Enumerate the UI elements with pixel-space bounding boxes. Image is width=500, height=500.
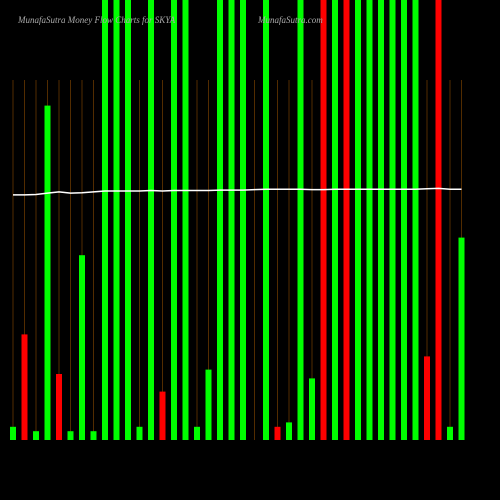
bar	[424, 356, 430, 440]
bar	[263, 0, 269, 440]
bar	[90, 431, 97, 440]
chart-subtitle: MunafaSutra.com	[257, 15, 323, 25]
bar	[228, 0, 235, 440]
bar	[458, 237, 465, 440]
bar	[355, 0, 361, 440]
bar	[102, 0, 108, 440]
bar	[21, 334, 28, 440]
bar	[389, 0, 396, 440]
bar	[56, 374, 62, 440]
bar	[240, 0, 246, 440]
plot	[10, 0, 465, 440]
bar	[33, 431, 39, 440]
bar	[125, 0, 131, 440]
bar	[435, 0, 442, 440]
bar	[194, 426, 200, 440]
bar	[44, 105, 51, 440]
bar	[366, 0, 373, 440]
bar	[447, 426, 453, 440]
bar	[159, 391, 166, 440]
bar	[297, 0, 304, 440]
bar	[378, 0, 384, 440]
bar	[182, 0, 189, 440]
bar	[79, 255, 85, 440]
bar	[286, 422, 292, 440]
bar	[148, 0, 154, 440]
bar	[401, 0, 407, 440]
bar	[309, 378, 315, 440]
bar	[412, 0, 419, 440]
bar	[332, 0, 338, 440]
bar	[320, 0, 327, 440]
bar	[10, 426, 16, 440]
bar	[205, 369, 212, 440]
money-flow-line	[13, 187, 462, 196]
bar	[67, 431, 74, 440]
bar	[113, 0, 120, 440]
bar	[274, 426, 281, 440]
bar	[343, 0, 350, 440]
chart-title: MunafaSutra Money Flow Charts for SKYA	[17, 15, 176, 25]
bar	[171, 0, 177, 440]
bar	[136, 426, 143, 440]
bar	[217, 0, 223, 440]
